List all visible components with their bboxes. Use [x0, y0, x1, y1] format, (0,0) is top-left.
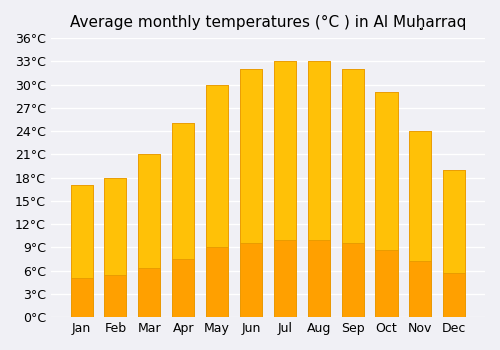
Bar [138, 268, 160, 317]
Bar [70, 278, 92, 317]
Bar [172, 259, 194, 317]
Bar [274, 240, 296, 317]
Bar [410, 261, 432, 317]
Bar [342, 243, 363, 317]
Bar [443, 273, 466, 317]
Bar [308, 61, 330, 317]
Bar [104, 178, 126, 275]
Bar [138, 154, 160, 268]
Bar [104, 178, 126, 317]
Bar [172, 124, 194, 317]
Bar [342, 69, 363, 317]
Bar [70, 186, 92, 278]
Bar [104, 275, 126, 317]
Bar [376, 92, 398, 317]
Bar [376, 92, 398, 250]
Bar [443, 170, 466, 317]
Bar [70, 186, 92, 317]
Bar [240, 243, 262, 317]
Bar [172, 124, 194, 259]
Title: Average monthly temperatures (°C ) in Al Muḩ̣arraq: Average monthly temperatures (°C ) in Al… [70, 15, 466, 30]
Bar [308, 240, 330, 317]
Bar [410, 131, 432, 317]
Bar [274, 61, 296, 240]
Bar [308, 61, 330, 240]
Bar [240, 69, 262, 317]
Bar [206, 247, 228, 317]
Bar [206, 85, 228, 317]
Bar [342, 69, 363, 243]
Bar [240, 69, 262, 243]
Bar [410, 131, 432, 261]
Bar [443, 170, 466, 273]
Bar [376, 250, 398, 317]
Bar [206, 85, 228, 247]
Bar [138, 154, 160, 317]
Bar [274, 61, 296, 317]
